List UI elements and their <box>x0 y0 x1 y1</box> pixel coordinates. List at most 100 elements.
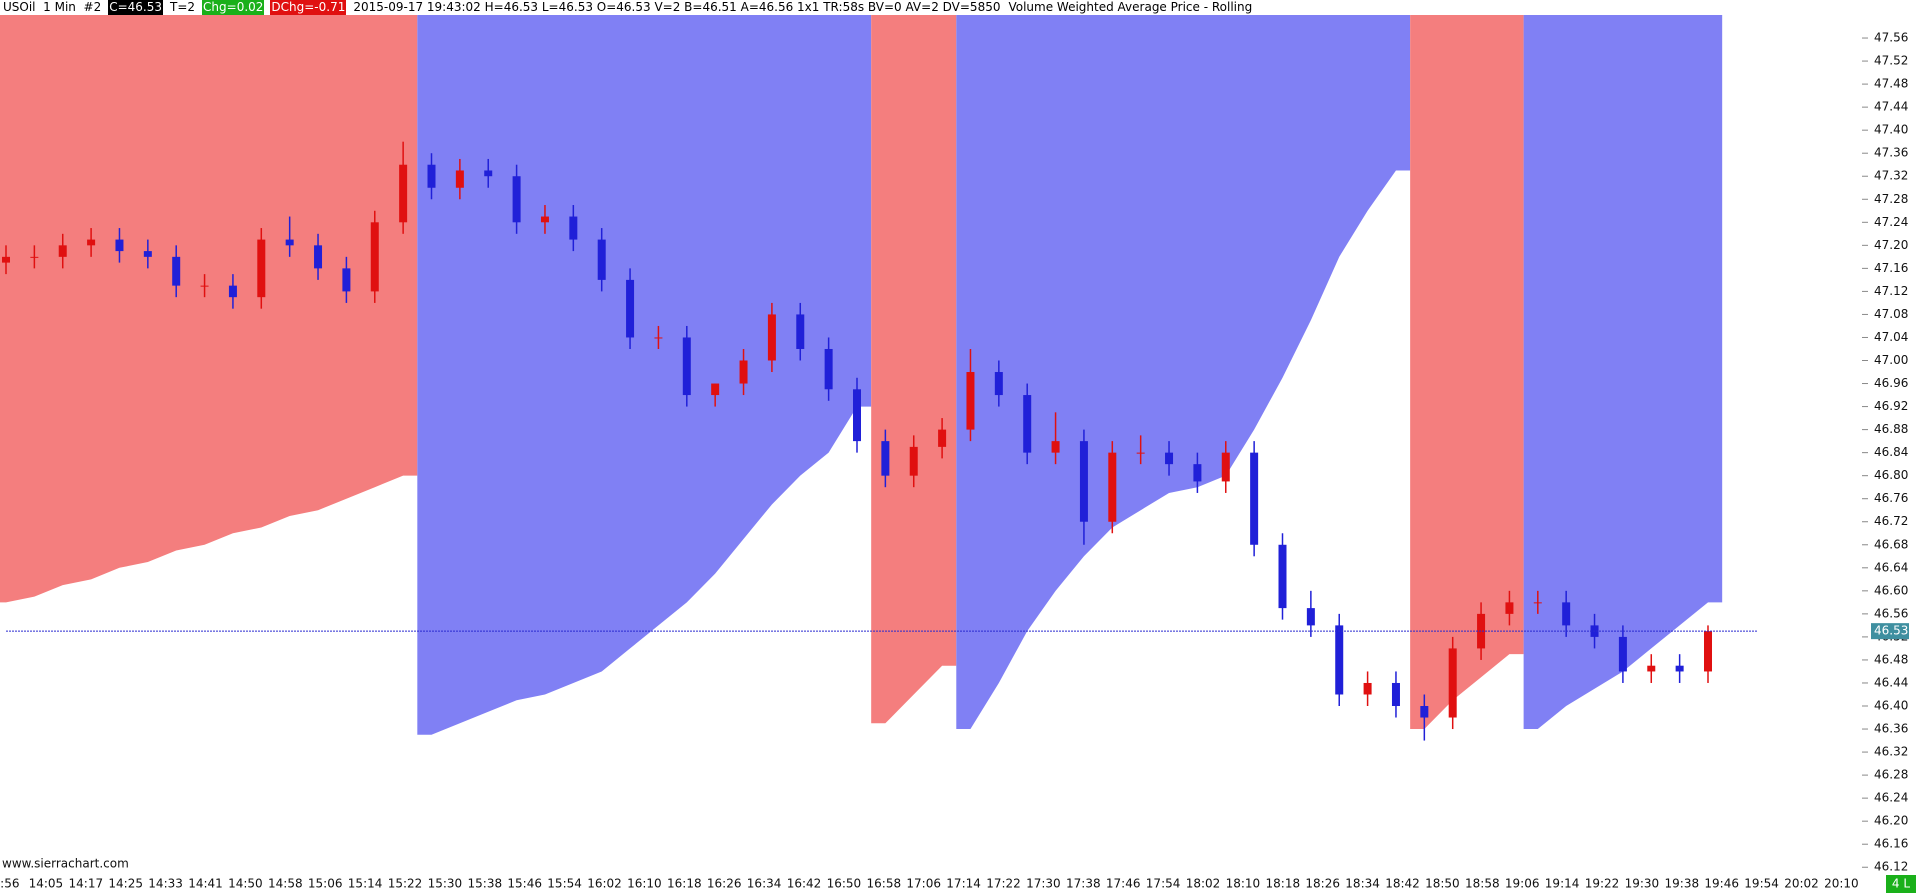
y-tick-label: 46.40 <box>1874 699 1908 713</box>
y-tick-label: 46.92 <box>1874 399 1908 413</box>
candle-body <box>1477 613 1486 649</box>
x-tick-label: 14:05 <box>29 877 64 891</box>
y-tick-label: 47.40 <box>1874 123 1908 137</box>
y-tick-label: 47.00 <box>1874 353 1908 367</box>
x-tick-label: 16:18 <box>667 877 702 891</box>
y-tick-label: 47.20 <box>1874 238 1908 252</box>
x-tick-label: 18:02 <box>1186 877 1221 891</box>
y-tick-label: 47.28 <box>1874 192 1908 206</box>
y-tick-label: 46.72 <box>1874 514 1908 528</box>
x-tick-label: 20:02 <box>1784 877 1819 891</box>
trades: T=2 <box>170 0 196 14</box>
candle-body <box>58 245 67 257</box>
change-box: Chg=0.02 <box>202 0 265 15</box>
x-tick-label: 19:14 <box>1545 877 1580 891</box>
symbol: USOil 1 Min #2 <box>3 0 102 14</box>
candle-body <box>1618 636 1627 672</box>
watermark: www.sierrachart.com <box>2 857 129 871</box>
candle-body <box>1023 395 1032 453</box>
y-tick-label: 47.24 <box>1874 215 1908 229</box>
y-tick-label: 46.44 <box>1874 675 1908 689</box>
candle-body <box>1278 544 1287 609</box>
candle-body <box>540 216 549 223</box>
candle-body <box>1675 665 1684 672</box>
x-tick-label: 19:30 <box>1625 877 1660 891</box>
y-tick-label: 46.56 <box>1874 606 1908 620</box>
candle-body <box>682 337 691 396</box>
y-tick-label: 46.88 <box>1874 422 1908 436</box>
vwap-band <box>0 15 418 603</box>
candle-body <box>1647 665 1656 672</box>
day-change-box: DChg=-0.71 <box>270 0 347 15</box>
candle-body <box>314 245 323 269</box>
y-tick-label: 46.68 <box>1874 537 1908 551</box>
x-tick-label: 18:42 <box>1385 877 1420 891</box>
candle-body <box>966 372 975 430</box>
y-tick-label: 46.28 <box>1874 768 1908 782</box>
last-price-label: 46.53 <box>1874 624 1908 638</box>
candle-body <box>654 337 663 339</box>
x-tick-label: 20:10 <box>1824 877 1859 891</box>
y-tick-label: 46.60 <box>1874 583 1908 597</box>
candle-body <box>626 279 635 338</box>
vwap-band <box>871 15 957 724</box>
x-tick-label: 17:06 <box>906 877 941 891</box>
candle-body <box>1136 452 1145 454</box>
x-tick-label: 14:50 <box>228 877 263 891</box>
y-tick-label: 46.32 <box>1874 745 1908 759</box>
candle-body <box>881 441 890 476</box>
x-tick-label: 17:30 <box>1026 877 1061 891</box>
status-label: 4 L <box>1892 877 1910 891</box>
x-tick-label: 14:17 <box>69 877 104 891</box>
x-tick-label: 19:38 <box>1665 877 1700 891</box>
candle-body <box>1420 706 1429 718</box>
candle-body <box>257 239 266 298</box>
candle-body <box>1250 452 1259 545</box>
x-tick-label: 14:33 <box>148 877 183 891</box>
header: USOil 1 Min #2 C=46.53 T=2 Chg=0.02 DChg… <box>2 0 1253 15</box>
candle-body <box>824 348 833 390</box>
candle-body <box>30 256 39 258</box>
candle-body <box>1051 441 1060 453</box>
y-tick-label: 46.16 <box>1874 837 1908 851</box>
x-tick-label: 3:56 <box>0 877 19 891</box>
x-tick-label: 15:30 <box>428 877 463 891</box>
status-box <box>1886 875 1916 893</box>
candle-body <box>427 164 436 188</box>
x-tick-label: 17:38 <box>1066 877 1101 891</box>
y-tick-label: 47.32 <box>1874 169 1908 183</box>
x-tick-label: 19:06 <box>1505 877 1540 891</box>
x-tick-label: 16:50 <box>827 877 862 891</box>
vwap-band <box>956 15 1411 730</box>
candle-body <box>484 170 493 177</box>
x-tick-label: 18:26 <box>1305 877 1340 891</box>
x-tick-label: 17:22 <box>986 877 1021 891</box>
candle-body <box>87 239 96 246</box>
x-tick-label: 16:34 <box>747 877 782 891</box>
candle-body <box>994 372 1003 396</box>
candle-body <box>767 314 776 361</box>
y-tick-label: 47.12 <box>1874 284 1908 298</box>
x-tick-label: 15:38 <box>468 877 503 891</box>
x-tick-label: 16:26 <box>707 877 742 891</box>
last-price-box <box>1871 623 1909 640</box>
vwap-band <box>417 15 872 735</box>
y-tick-label: 46.20 <box>1874 814 1908 828</box>
x-tick-label: 17:46 <box>1106 877 1141 891</box>
vwap-band <box>1410 15 1524 730</box>
study-name: Volume Weighted Average Price - Rolling <box>1008 0 1253 14</box>
candle-body <box>597 239 606 280</box>
candle-body <box>455 170 464 188</box>
x-tick-label: 14:25 <box>108 877 143 891</box>
candle-body <box>1193 464 1202 482</box>
y-tick-label: 46.48 <box>1874 652 1908 666</box>
candle-body <box>938 429 947 447</box>
x-tick-label: 19:54 <box>1744 877 1779 891</box>
y-tick-label: 47.16 <box>1874 261 1908 275</box>
candle-body <box>569 216 578 240</box>
x-tick-label: 15:54 <box>547 877 582 891</box>
candle-body <box>143 251 152 257</box>
y-tick-label: 47.52 <box>1874 54 1908 68</box>
x-tick-label: 18:10 <box>1226 877 1261 891</box>
y-tick-label: 47.08 <box>1874 307 1908 321</box>
